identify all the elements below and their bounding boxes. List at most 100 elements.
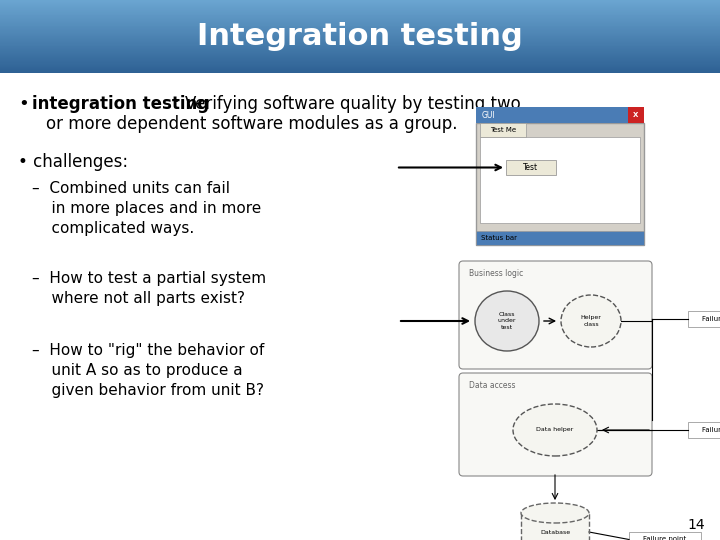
Bar <box>0 63 720 64</box>
Bar <box>0 10 720 11</box>
Bar <box>0 65 720 66</box>
Text: Data helper: Data helper <box>536 428 574 433</box>
Text: 14: 14 <box>688 518 705 532</box>
Bar <box>0 7 720 8</box>
Bar <box>0 22 720 23</box>
Bar <box>0 53 720 54</box>
Ellipse shape <box>561 295 621 347</box>
Bar <box>0 61 720 62</box>
Bar <box>0 1 720 2</box>
Text: Database: Database <box>540 530 570 535</box>
Text: –  Combined units can fail
    in more places and in more
    complicated ways.: – Combined units can fail in more places… <box>32 181 261 235</box>
Bar <box>0 66 720 68</box>
Bar <box>480 137 640 223</box>
Bar <box>0 49 720 50</box>
Text: Failure point: Failure point <box>644 537 687 540</box>
Bar <box>0 42 720 43</box>
Bar <box>0 70 720 71</box>
Bar <box>0 57 720 58</box>
FancyBboxPatch shape <box>459 261 652 369</box>
Bar <box>0 32 720 33</box>
Bar <box>0 21 720 22</box>
Bar <box>0 28 720 29</box>
Bar <box>0 13 720 14</box>
Bar <box>0 4 720 5</box>
Bar <box>0 16 720 17</box>
Bar <box>0 73 720 540</box>
Text: integration testing: integration testing <box>32 95 209 113</box>
Bar <box>0 11 720 12</box>
Text: Test: Test <box>523 163 539 172</box>
Text: Failure point: Failure point <box>703 427 720 433</box>
Ellipse shape <box>521 503 589 523</box>
Text: Failure point: Failure point <box>703 316 720 322</box>
Bar <box>480 123 526 137</box>
Bar <box>0 24 720 25</box>
Bar <box>0 19 720 20</box>
Text: Business logic: Business logic <box>469 269 523 278</box>
Text: GUI: GUI <box>482 111 495 119</box>
Bar <box>476 107 644 123</box>
Bar <box>0 50 720 51</box>
Bar <box>0 9 720 10</box>
Bar <box>0 51 720 52</box>
Bar <box>0 33 720 35</box>
Bar <box>0 71 720 72</box>
Text: : Verifying software quality by testing two: : Verifying software quality by testing … <box>174 95 521 113</box>
Text: Integration testing: Integration testing <box>197 22 523 51</box>
Ellipse shape <box>475 291 539 351</box>
Bar <box>0 54 720 55</box>
Text: –  How to "rig" the behavior of
    unit A so as to produce a
    given behavior: – How to "rig" the behavior of unit A so… <box>32 343 264 397</box>
Bar <box>688 311 720 327</box>
Bar <box>0 59 720 60</box>
Bar <box>0 5 720 6</box>
Bar <box>0 58 720 59</box>
Bar <box>0 55 720 56</box>
Bar <box>0 64 720 65</box>
Bar <box>0 46 720 48</box>
Ellipse shape <box>513 404 597 456</box>
Bar <box>0 18 720 19</box>
Bar <box>0 41 720 42</box>
Bar <box>476 231 644 245</box>
Bar <box>0 68 720 69</box>
Bar <box>0 35 720 36</box>
Bar <box>0 14 720 15</box>
Text: X: X <box>634 112 639 118</box>
Bar <box>0 0 720 1</box>
Bar <box>521 513 589 540</box>
Bar <box>0 60 720 61</box>
Bar <box>0 26 720 28</box>
Bar <box>0 62 720 63</box>
Bar <box>0 8 720 9</box>
Bar <box>0 31 720 32</box>
Bar <box>0 43 720 44</box>
Bar <box>0 15 720 16</box>
Bar <box>0 29 720 30</box>
Bar <box>0 23 720 24</box>
Bar <box>0 30 720 31</box>
Text: or more dependent software modules as a group.: or more dependent software modules as a … <box>46 115 457 133</box>
Bar <box>0 52 720 53</box>
Text: • challenges:: • challenges: <box>18 153 128 171</box>
Bar <box>0 2 720 3</box>
Bar <box>0 48 720 49</box>
FancyBboxPatch shape <box>459 373 652 476</box>
Bar <box>0 37 720 38</box>
Bar <box>0 17 720 18</box>
Text: Data access: Data access <box>469 381 516 390</box>
Bar <box>629 531 701 540</box>
Bar <box>0 39 720 40</box>
Bar <box>0 3 720 4</box>
Bar <box>0 44 720 45</box>
Bar <box>0 25 720 26</box>
Text: •: • <box>18 95 29 113</box>
Bar <box>0 72 720 73</box>
Bar <box>0 69 720 70</box>
Bar <box>0 36 720 37</box>
Bar <box>506 160 556 175</box>
Bar <box>476 123 644 245</box>
Bar <box>688 422 720 438</box>
Bar <box>628 107 644 123</box>
Bar <box>0 56 720 57</box>
